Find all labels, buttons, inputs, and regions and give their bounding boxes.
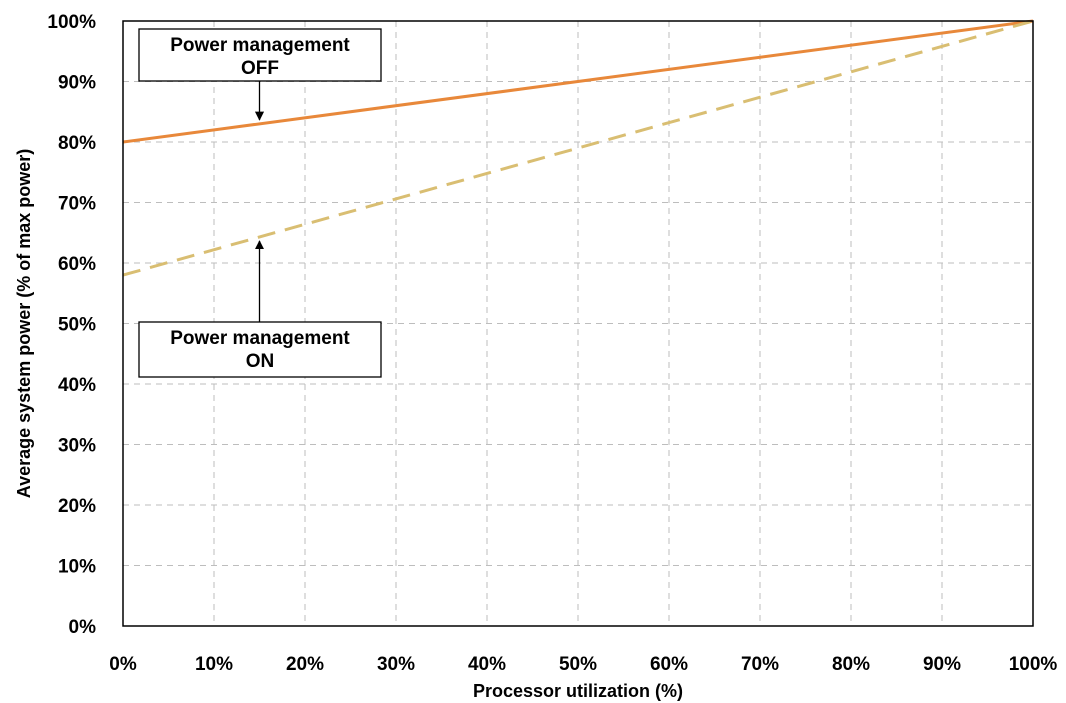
x-tick-label: 50% bbox=[559, 654, 597, 675]
x-tick-label: 90% bbox=[923, 654, 961, 675]
x-axis-ticks: 0% 10% 20% 30% 40% 50% 60% 70% 80% 90% 100% bbox=[109, 654, 1057, 675]
y-axis-ticks: 0% 10% 20% 30% 40% 50% 60% 70% 80% 90% 100% bbox=[47, 12, 96, 638]
x-tick-label: 10% bbox=[195, 654, 233, 675]
y-tick-label: 40% bbox=[58, 375, 96, 396]
y-axis-title: Average system power (% of max power) bbox=[14, 149, 34, 498]
x-tick-label: 30% bbox=[377, 654, 415, 675]
callout-line-2: OFF bbox=[241, 58, 279, 79]
x-tick-label: 80% bbox=[832, 654, 870, 675]
x-tick-label: 60% bbox=[650, 654, 688, 675]
y-tick-label: 20% bbox=[58, 496, 96, 517]
x-tick-label: 0% bbox=[109, 654, 137, 675]
y-tick-label: 60% bbox=[58, 254, 96, 275]
y-tick-label: 100% bbox=[47, 12, 96, 33]
x-tick-label: 100% bbox=[1009, 654, 1058, 675]
y-tick-label: 0% bbox=[69, 617, 97, 638]
y-tick-label: 10% bbox=[58, 557, 96, 578]
callout-line-1: Power management bbox=[170, 328, 350, 349]
x-tick-label: 40% bbox=[468, 654, 506, 675]
y-tick-label: 50% bbox=[58, 315, 96, 336]
y-tick-label: 30% bbox=[58, 436, 96, 457]
x-tick-label: 20% bbox=[286, 654, 324, 675]
callout-line-2: ON bbox=[246, 351, 275, 372]
y-tick-label: 80% bbox=[58, 133, 96, 154]
y-tick-label: 90% bbox=[58, 73, 96, 94]
callout-line-1: Power management bbox=[170, 35, 350, 56]
y-tick-label: 70% bbox=[58, 194, 96, 215]
x-tick-label: 70% bbox=[741, 654, 779, 675]
x-axis-title: Processor utilization (%) bbox=[473, 681, 683, 701]
